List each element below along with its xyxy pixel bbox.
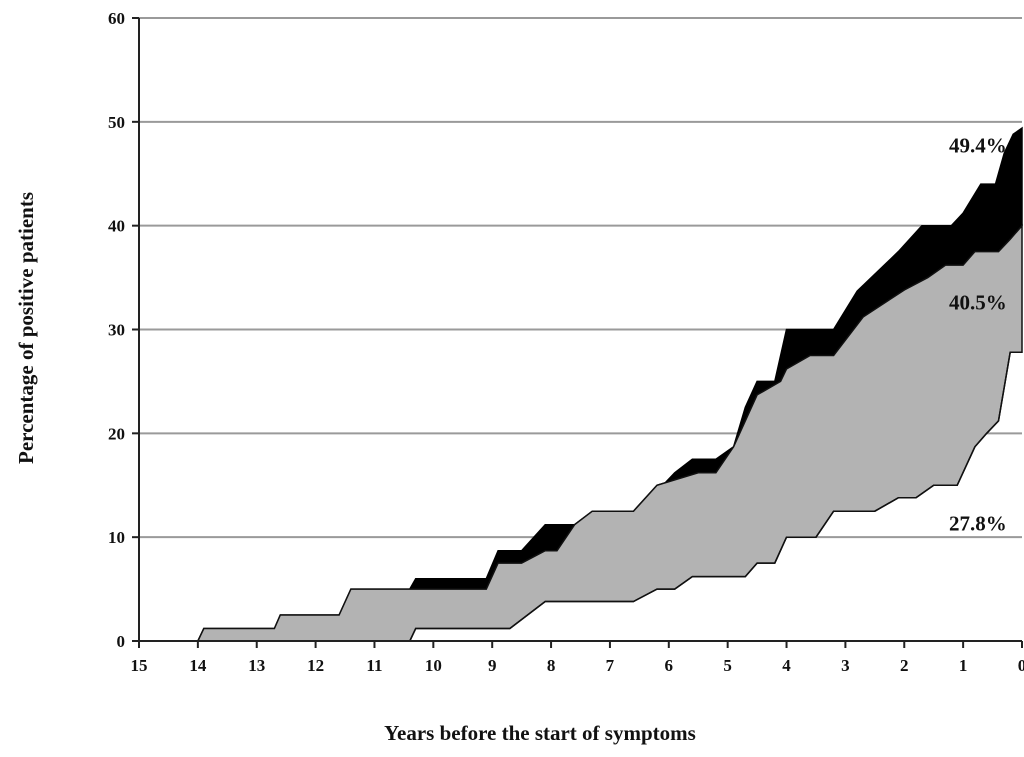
annotation-1: 49.4% [949,134,1007,158]
x-tick-labels: 15 14 13 12 11 10 9 8 7 6 5 4 3 2 1 0 [131,656,1024,675]
annotation-2: 40.5% [949,291,1007,315]
x-axis-label: Years before the start of symptoms [384,721,696,745]
y-tick-label-10: 10 [108,528,125,547]
y-tick-labels: 0 10 20 30 40 50 60 [108,9,125,651]
y-tick-label-60: 60 [108,9,125,28]
x-tick-label-15: 15 [131,656,148,675]
axes [132,17,1023,648]
x-tick-label-5: 5 [723,656,732,675]
y-tick-label-20: 20 [108,424,125,443]
x-tick-label-9: 9 [488,656,497,675]
y-tick-label-50: 50 [108,113,125,132]
annotation-3: 27.8% [949,512,1007,536]
x-tick-label-6: 6 [665,656,674,675]
x-tick-label-2: 2 [900,656,909,675]
y-tick-label-40: 40 [108,217,125,236]
y-tick-label-30: 30 [108,321,125,340]
x-tick-label-14: 14 [189,656,207,675]
x-tick-label-13: 13 [248,656,265,675]
x-tick-label-0: 0 [1018,656,1024,675]
y-axis-label: Percentage of positive patients [14,192,38,464]
series-line-bottom [409,351,1022,642]
chart-areas [196,126,1023,642]
gridlines [139,17,1022,539]
x-tick-label-10: 10 [425,656,442,675]
x-tick-label-12: 12 [307,656,324,675]
x-tick-label-11: 11 [366,656,382,675]
x-tick-label-8: 8 [547,656,556,675]
y-tick-label-0: 0 [117,632,126,651]
annotations: 49.4% 40.5% 27.8% [949,134,1007,536]
x-tick-label-3: 3 [841,656,850,675]
x-tick-label-1: 1 [959,656,968,675]
x-tick-label-7: 7 [606,656,615,675]
x-tick-label-4: 4 [782,656,791,675]
